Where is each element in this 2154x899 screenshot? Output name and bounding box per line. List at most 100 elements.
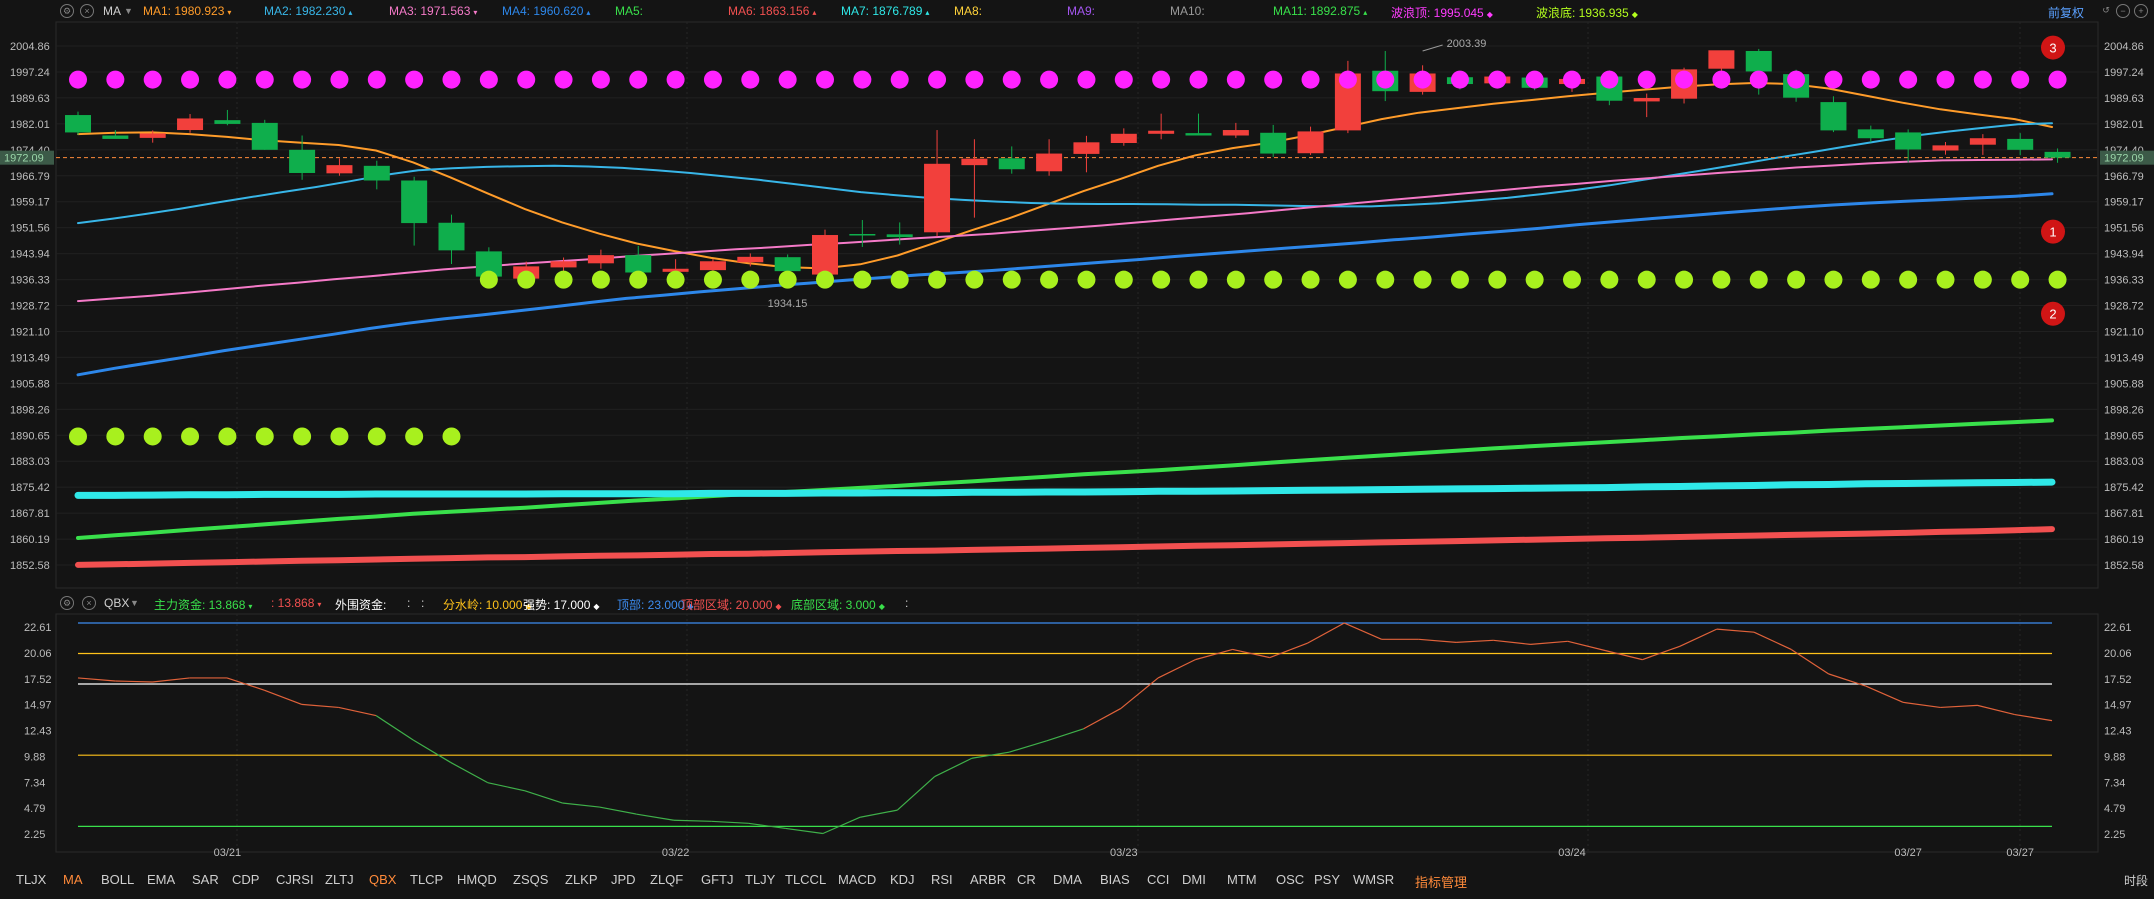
indicator-tab[interactable]: ZLKP	[565, 872, 598, 887]
trend-arrow-icon: ◆	[525, 602, 532, 611]
chevron-down-icon[interactable]: ▼	[130, 598, 139, 608]
indicator-tab[interactable]: WMSR	[1353, 872, 1395, 887]
indicator-tab[interactable]: BIAS	[1100, 872, 1130, 887]
indicator-tab[interactable]: OSC	[1276, 872, 1305, 887]
candle-body	[1745, 50, 1772, 72]
wave-bottom-dot	[1114, 270, 1133, 289]
y-tick-label-left: 7.34	[24, 777, 45, 789]
close-icon[interactable]: ×	[82, 596, 96, 610]
main-fund-line-segment	[1790, 648, 1829, 675]
indicator-tab[interactable]: DMA	[1053, 872, 1082, 887]
wave-top-dot	[1600, 70, 1619, 89]
signal-marker	[2041, 35, 2065, 60]
candle-body	[1148, 130, 1175, 134]
candle-body	[774, 257, 801, 272]
wave-bottom-dot	[442, 427, 461, 446]
indicator-tab[interactable]: DMI	[1182, 872, 1206, 887]
wave-top-dot	[816, 70, 834, 89]
wave-bottom-dot	[1152, 270, 1171, 289]
main-fund-line-segment	[1418, 638, 1457, 643]
main-fund-line-segment	[636, 813, 675, 821]
wave-bottom-dot	[1002, 270, 1021, 289]
main-indicator-name[interactable]: MA	[103, 4, 121, 18]
indicator-tab[interactable]: EMA	[147, 872, 176, 887]
adjust-mode-label[interactable]: 前复权	[2048, 6, 2085, 20]
indicator-tab[interactable]: MACD	[838, 872, 877, 887]
period-label[interactable]: 时段	[2124, 874, 2149, 888]
main-fund-line-segment	[1716, 628, 1755, 633]
wave-bottom-dot	[1264, 270, 1283, 289]
candle-body	[812, 235, 838, 275]
current-price-tag-right	[2100, 150, 2154, 165]
y-tick-label-left: 1959.17	[10, 197, 50, 209]
indicator-tab[interactable]: PSY	[1314, 872, 1341, 887]
trend-arrow-icon: ◆	[687, 602, 694, 611]
wave-top-dot	[181, 70, 200, 89]
main-fund-line-segment	[1008, 740, 1047, 753]
y-tick-label-left: 1966.79	[10, 171, 50, 183]
main-fund-line-segment	[971, 751, 1010, 759]
main-fund-line-segment	[1753, 631, 1792, 651]
candle-body	[1857, 129, 1884, 139]
signal-marker-number: 1	[2049, 225, 2056, 240]
main-fund-line-segment	[822, 816, 861, 835]
indicator-tab[interactable]: KDJ	[890, 872, 915, 887]
sub-indicator-name[interactable]: QBX	[104, 596, 130, 610]
indicator-tab[interactable]: RSI	[931, 872, 953, 887]
indicator-tab[interactable]: ZLTJ	[325, 872, 354, 887]
indicator-tab[interactable]: TLJY	[745, 872, 776, 887]
wave-bottom-dot	[853, 270, 872, 289]
indicator-tab[interactable]: TLCCL	[785, 872, 827, 887]
y-tick-label-left: 2.25	[24, 829, 45, 841]
indicator-tab[interactable]: ZLQF	[650, 872, 684, 887]
wave-bottom-dot	[1824, 270, 1843, 289]
indicator-tab[interactable]: 指标管理	[1415, 875, 1468, 890]
chart-canvas[interactable]: 2004.86 2004.86 1997.24 1997.24 1989.63 1989.…	[0, 0, 2154, 866]
wave-top-dot	[1861, 70, 1880, 89]
wave-bottom-dot	[816, 270, 834, 289]
y-tick-label-left: 9.88	[24, 751, 45, 763]
indicator-tab[interactable]: JPD	[611, 872, 636, 887]
trend-arrow-icon: ◆	[775, 602, 782, 611]
indicator-tab[interactable]: CJRSI	[276, 872, 314, 887]
main-fund-line-segment	[860, 809, 898, 818]
maximize-icon[interactable]: +	[2134, 4, 2148, 18]
wave-bottom-dot	[2011, 270, 2030, 289]
candle-body	[401, 180, 428, 224]
indicator-tab[interactable]: GFTJ	[701, 872, 734, 887]
wave-top-dot	[591, 70, 610, 89]
settings-icon[interactable]: ⚙	[60, 4, 74, 18]
wave-bottom-dot	[666, 270, 685, 289]
indicator-tab[interactable]: MA	[63, 872, 83, 887]
wave-bottom-dot	[1675, 270, 1694, 289]
trend-arrow-icon: ▴	[812, 8, 817, 17]
indicator-tab[interactable]: TLJX	[16, 872, 47, 887]
indicator-tab[interactable]: MTM	[1227, 872, 1257, 887]
indicator-tab[interactable]: QBX	[369, 872, 397, 887]
indicator-tab[interactable]: BOLL	[101, 872, 135, 887]
indicator-tab[interactable]: SAR	[192, 872, 219, 887]
indicator-tab[interactable]: HMQD	[457, 872, 497, 887]
minimize-icon[interactable]: −	[2116, 4, 2130, 18]
main-fund-line-segment	[1306, 622, 1345, 644]
indicator-tab[interactable]: CR	[1017, 872, 1036, 887]
indicator-tab[interactable]: TLCP	[410, 872, 444, 887]
y-tick-label-left: 1936.33	[10, 275, 50, 287]
wave-top-dot	[741, 70, 760, 89]
indicator-tab[interactable]: CDP	[232, 872, 260, 887]
indicator-tab[interactable]: CCI	[1147, 872, 1170, 887]
wave-bottom-dot	[629, 270, 648, 289]
trend-arrow-icon: ▴	[586, 8, 591, 17]
settings-icon[interactable]: ⚙	[60, 596, 74, 610]
main-fund-line-segment	[1344, 622, 1382, 640]
close-icon[interactable]: ×	[80, 4, 94, 18]
trend-arrow-icon: ▴	[348, 8, 353, 17]
chevron-down-icon[interactable]: ▼	[124, 6, 133, 16]
candle-body	[662, 268, 689, 272]
wave-bottom-dot	[517, 270, 536, 289]
reset-icon[interactable]: ↺	[2102, 5, 2110, 15]
indicator-value: 顶部: 23.000 ◆	[617, 598, 694, 612]
main-fund-line-segment	[1046, 728, 1084, 742]
indicator-tab[interactable]: ARBR	[970, 872, 1007, 887]
indicator-tab[interactable]: ZSQS	[513, 872, 549, 887]
